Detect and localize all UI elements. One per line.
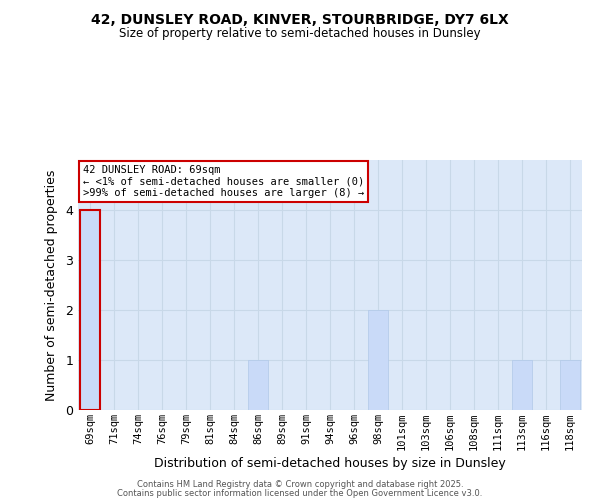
Bar — [512, 360, 532, 410]
Text: Contains HM Land Registry data © Crown copyright and database right 2025.: Contains HM Land Registry data © Crown c… — [137, 480, 463, 489]
Text: Size of property relative to semi-detached houses in Dunsley: Size of property relative to semi-detach… — [119, 28, 481, 40]
Text: 42 DUNSLEY ROAD: 69sqm
← <1% of semi-detached houses are smaller (0)
>99% of sem: 42 DUNSLEY ROAD: 69sqm ← <1% of semi-det… — [83, 165, 364, 198]
X-axis label: Distribution of semi-detached houses by size in Dunsley: Distribution of semi-detached houses by … — [154, 457, 506, 470]
Bar — [560, 360, 580, 410]
Text: 42, DUNSLEY ROAD, KINVER, STOURBRIDGE, DY7 6LX: 42, DUNSLEY ROAD, KINVER, STOURBRIDGE, D… — [91, 12, 509, 26]
Bar — [80, 210, 100, 410]
Bar — [368, 310, 388, 410]
Y-axis label: Number of semi-detached properties: Number of semi-detached properties — [45, 170, 58, 400]
Text: Contains public sector information licensed under the Open Government Licence v3: Contains public sector information licen… — [118, 489, 482, 498]
Bar — [248, 360, 268, 410]
